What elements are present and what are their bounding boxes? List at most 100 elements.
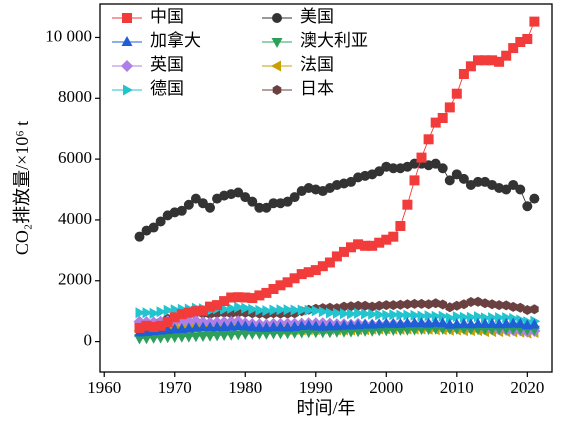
data-point (387, 326, 399, 336)
data-point (183, 199, 194, 210)
data-point (148, 333, 160, 344)
data-point (227, 302, 238, 314)
data-point (204, 321, 216, 332)
data-point (466, 311, 477, 323)
data-point (254, 202, 265, 213)
data-point (190, 332, 202, 343)
data-point (529, 193, 540, 204)
data-point (388, 163, 399, 174)
data-point (474, 311, 484, 323)
data-point (142, 307, 153, 319)
data-point (522, 34, 533, 44)
data-point (289, 192, 300, 203)
data-point (403, 299, 412, 310)
data-point (424, 299, 433, 310)
legend-marker (272, 13, 282, 23)
data-point (283, 304, 294, 316)
data-point (253, 321, 265, 332)
data-point (232, 330, 244, 341)
data-point (472, 176, 483, 187)
data-point (508, 301, 518, 312)
data-point (366, 326, 378, 337)
x-axis-label: 时间/年 (296, 398, 355, 418)
legend-label: 法国 (300, 55, 334, 74)
data-point (232, 320, 244, 331)
data-point (451, 88, 462, 99)
data-point (368, 308, 379, 320)
data-point (438, 310, 449, 322)
data-point (134, 334, 145, 345)
data-point (275, 329, 286, 340)
legend-label: 中国 (150, 7, 184, 26)
data-point (382, 309, 393, 321)
data-point (515, 184, 526, 195)
data-point (380, 317, 392, 328)
data-point (431, 298, 440, 309)
data-point (276, 304, 287, 316)
data-point (444, 102, 455, 113)
data-point (458, 69, 469, 79)
y-axis-label: CO₂排放量/×10⁶ t (12, 121, 32, 255)
data-point (480, 298, 490, 309)
data-point (493, 318, 505, 329)
legend-label: 德国 (150, 79, 184, 98)
y-tick-label: 0 (84, 330, 93, 349)
data-point (403, 309, 414, 321)
data-point (135, 307, 146, 319)
data-point (522, 201, 533, 212)
data-point (437, 163, 448, 174)
data-point (162, 333, 174, 344)
data-point (396, 299, 405, 310)
data-point (395, 221, 406, 231)
data-point (353, 300, 363, 311)
data-point (486, 317, 498, 328)
data-point (275, 321, 286, 332)
data-point (409, 175, 420, 186)
series-group (134, 16, 540, 333)
data-point (255, 304, 266, 316)
legend-marker (121, 60, 133, 72)
data-point (451, 318, 463, 329)
data-point (409, 317, 420, 328)
data-point (458, 173, 469, 184)
legend-marker (121, 36, 133, 46)
data-point (269, 304, 280, 316)
data-point (303, 319, 315, 330)
legend-marker (271, 60, 281, 72)
data-point (459, 311, 470, 323)
data-point (458, 317, 470, 328)
data-point (268, 321, 279, 332)
data-point (246, 329, 258, 340)
data-point (466, 297, 476, 307)
data-point (304, 304, 315, 316)
data-point (340, 308, 350, 320)
data-point (487, 299, 497, 310)
y-tick-label: 2000 (58, 270, 92, 289)
data-point (445, 302, 455, 313)
data-point (225, 330, 237, 341)
data-point (437, 317, 449, 328)
data-point (262, 305, 273, 317)
data-point (169, 323, 181, 334)
data-point (218, 331, 230, 341)
data-point (345, 327, 357, 338)
data-point (472, 317, 484, 328)
data-point (452, 300, 462, 311)
data-point (239, 320, 251, 331)
plot-frame (99, 3, 553, 373)
data-point (183, 332, 195, 343)
data-point (445, 312, 456, 324)
data-point (268, 198, 279, 209)
data-point (494, 300, 504, 311)
data-point (515, 302, 525, 313)
data-point (424, 310, 435, 322)
data-point (149, 307, 160, 319)
data-point (530, 304, 539, 315)
data-point (523, 305, 532, 315)
data-point (282, 329, 294, 340)
data-point (409, 325, 420, 336)
data-point (359, 318, 371, 329)
data-point (416, 152, 427, 163)
data-point (396, 309, 407, 321)
